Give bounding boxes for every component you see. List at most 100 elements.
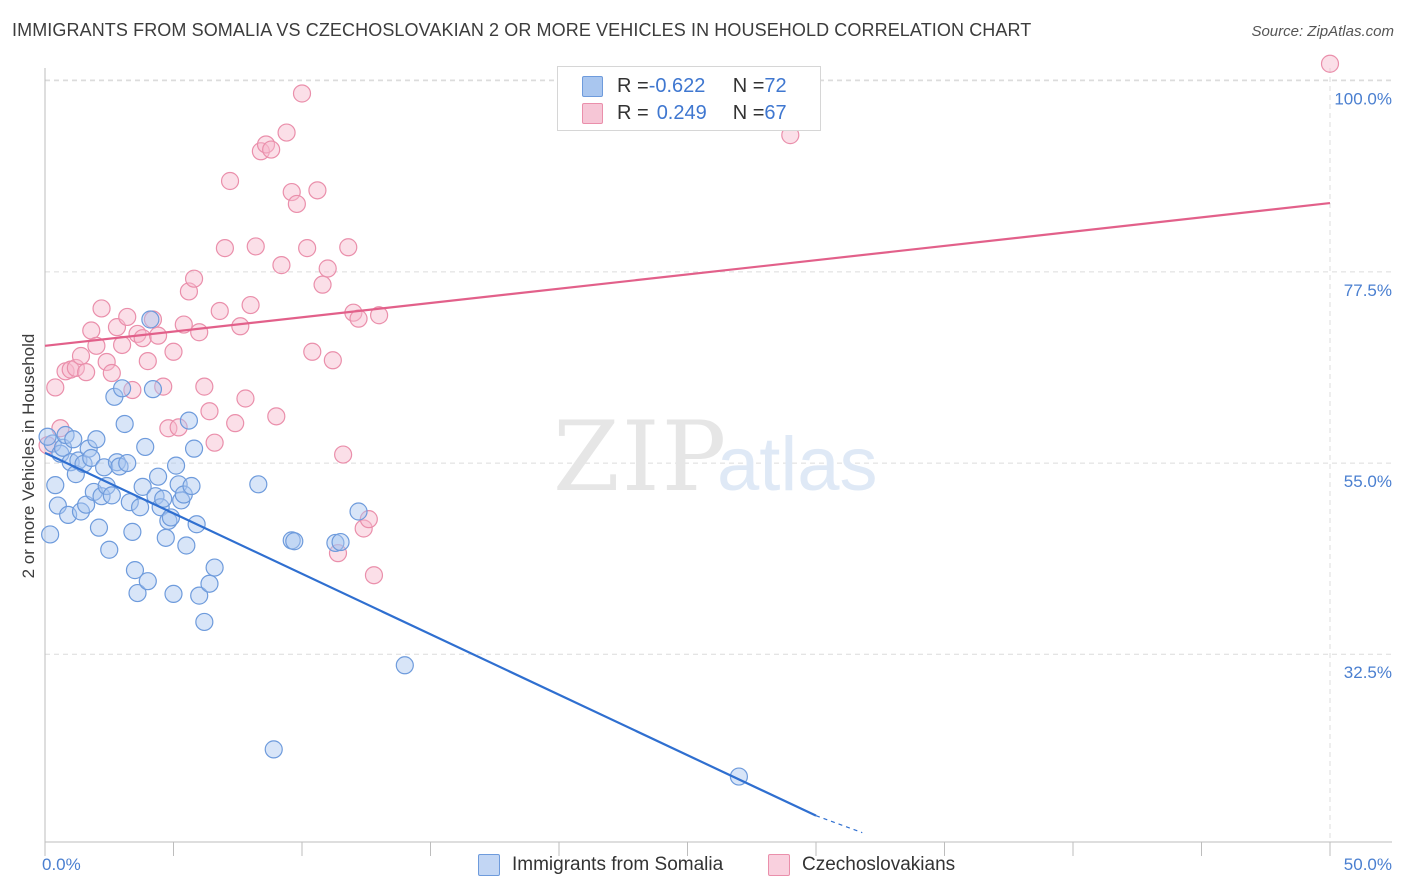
- stats-legend: R = -0.622 N = 72 R = 0.249 N = 67: [557, 66, 821, 131]
- data-point-czechoslovakians: [267, 407, 286, 426]
- watermark: ZIP atlas: [553, 401, 878, 513]
- data-point-czechoslovakians: [323, 351, 342, 370]
- data-point-czechoslovakians: [277, 123, 296, 142]
- data-point-czechoslovakians: [303, 342, 322, 361]
- data-point-czechoslovakians: [318, 259, 337, 278]
- data-point-somalia: [195, 612, 214, 632]
- data-point-somalia: [159, 511, 178, 530]
- data-point-somalia: [331, 532, 350, 552]
- data-point-czechoslovakians: [339, 238, 358, 257]
- r-label: R =: [617, 74, 649, 97]
- data-point-somalia: [38, 427, 57, 446]
- data-point-czechoslovakians: [370, 306, 389, 325]
- data-point-czechoslovakians: [159, 419, 178, 438]
- czechoslovakians-legend-swatch: [768, 854, 790, 876]
- axes: [44, 68, 1392, 856]
- trend-line-somalia: [44, 451, 817, 817]
- stats-row-czechoslovakians: R = 0.249 N = 67: [582, 100, 787, 126]
- data-point-czechoslovakians: [246, 237, 265, 256]
- data-point-czechoslovakians: [256, 135, 276, 154]
- data-point-czechoslovakians: [118, 307, 137, 327]
- data-point-czechoslovakians: [215, 239, 234, 258]
- data-point-czechoslovakians: [200, 402, 219, 421]
- data-point-somalia: [154, 489, 173, 508]
- data-point-somalia: [41, 525, 60, 544]
- grid-lines: [45, 68, 1392, 842]
- data-point-czechoslovakians: [210, 301, 229, 321]
- data-point-somalia: [82, 448, 101, 468]
- trend-line-czechoslovakians: [44, 201, 1331, 347]
- data-point-somalia: [64, 430, 83, 449]
- data-point-czechoslovakians: [334, 445, 353, 464]
- data-point-somalia: [395, 656, 414, 675]
- source-credit: Source: ZipAtlas.com: [1251, 23, 1394, 40]
- r-value: 0.249: [656, 101, 707, 124]
- data-point-somalia: [118, 453, 137, 473]
- data-point-czechoslovakians: [287, 194, 306, 214]
- data-point-somalia: [184, 439, 204, 458]
- chart-title: IMMIGRANTS FROM SOMALIA VS CZECHOSLOVAKI…: [12, 20, 1032, 40]
- data-point-somalia: [128, 583, 147, 603]
- data-point-czechoslovakians: [262, 140, 281, 159]
- data-point-somalia: [138, 572, 157, 591]
- data-point-somalia: [46, 476, 65, 495]
- n-value: 72: [764, 74, 787, 97]
- data-point-somalia: [249, 475, 268, 494]
- n-label: N =: [732, 101, 765, 124]
- series-czechoslovakians: [38, 54, 1340, 585]
- data-point-czechoslovakians: [308, 181, 327, 200]
- data-point-somalia: [115, 414, 134, 434]
- data-point-somalia: [92, 487, 111, 506]
- data-point-czechoslovakians: [220, 171, 240, 191]
- data-point-czechoslovakians: [298, 239, 317, 258]
- data-point-czechoslovakians: [1320, 54, 1340, 73]
- data-point-somalia: [156, 528, 175, 547]
- y-axis-label: 2 or more Vehicles in Household: [19, 334, 38, 579]
- series-somalia: [38, 310, 749, 786]
- data-point-somalia: [166, 456, 186, 475]
- legend-item-somalia[interactable]: Immigrants from Somalia: [478, 852, 723, 878]
- data-point-somalia: [182, 476, 201, 496]
- data-point-czechoslovakians: [46, 378, 65, 397]
- data-point-czechoslovakians: [272, 256, 291, 275]
- data-point-czechoslovakians: [241, 295, 260, 315]
- data-point-somalia: [133, 477, 152, 496]
- legend-label-czechoslovakians: Czechoslovakians: [802, 854, 956, 875]
- somalia-swatch: [582, 75, 603, 97]
- data-point-czechoslovakians: [354, 519, 373, 538]
- tick-labels: 32.5% 55.0% 77.5% 100.0% 0.0% 50.0%: [42, 90, 1392, 874]
- data-point-czechoslovakians: [164, 342, 183, 361]
- n-label: N =: [732, 74, 765, 97]
- data-point-czechoslovakians: [236, 389, 255, 408]
- data-point-somalia: [112, 379, 132, 398]
- data-point-somalia: [48, 496, 67, 515]
- data-point-czechoslovakians: [102, 363, 121, 383]
- data-point-czechoslovakians: [169, 418, 188, 437]
- data-point-czechoslovakians: [97, 352, 116, 372]
- data-point-czechoslovakians: [226, 414, 245, 433]
- data-point-czechoslovakians: [282, 182, 301, 202]
- y-tick-label: 32.5%: [1344, 663, 1392, 682]
- data-point-czechoslovakians: [133, 329, 152, 348]
- data-point-somalia: [102, 486, 121, 505]
- legend-label-somalia: Immigrants from Somalia: [512, 854, 724, 875]
- y-tick-label: 100.0%: [1334, 90, 1392, 109]
- n-value: 67: [764, 101, 787, 124]
- data-point-somalia: [190, 586, 209, 605]
- data-point-czechoslovakians: [148, 326, 168, 345]
- data-point-czechoslovakians: [138, 352, 157, 371]
- data-point-somalia: [143, 380, 163, 399]
- data-point-somalia: [125, 561, 145, 580]
- data-point-czechoslovakians: [195, 377, 214, 396]
- data-point-somalia: [177, 536, 196, 555]
- data-point-somalia: [264, 740, 283, 759]
- data-point-czechoslovakians: [92, 299, 111, 318]
- data-point-somalia: [89, 518, 109, 537]
- data-point-somalia: [164, 584, 183, 604]
- data-point-czechoslovakians: [205, 433, 224, 452]
- data-point-czechoslovakians: [71, 346, 91, 366]
- data-point-czechoslovakians: [359, 510, 378, 529]
- legend-item-czechoslovakians[interactable]: Czechoslovakians: [768, 852, 955, 878]
- data-point-somalia: [141, 310, 160, 329]
